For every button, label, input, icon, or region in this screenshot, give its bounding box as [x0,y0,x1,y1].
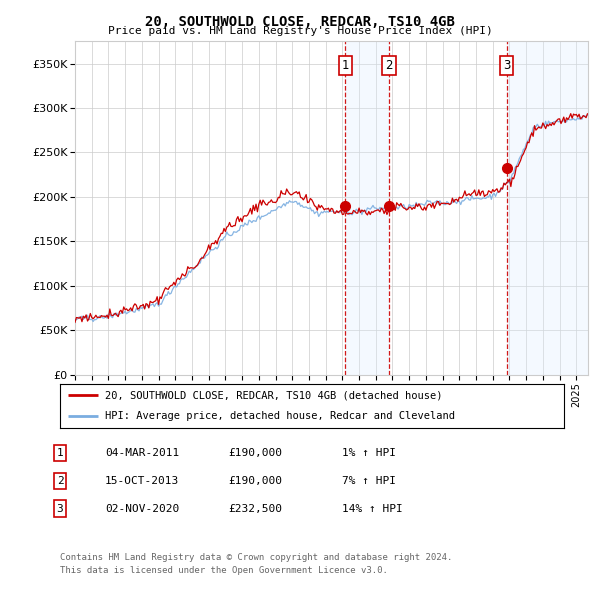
Bar [507,41,588,375]
Text: 1: 1 [341,59,349,72]
Text: 14% ↑ HPI: 14% ↑ HPI [342,504,403,513]
Text: £190,000: £190,000 [228,476,282,486]
Text: 04-MAR-2011: 04-MAR-2011 [105,448,179,458]
Text: 2: 2 [385,59,393,72]
Text: HPI: Average price, detached house, Redcar and Cleveland: HPI: Average price, detached house, Redc… [106,411,455,421]
Text: £190,000: £190,000 [228,448,282,458]
Text: 20, SOUTHWOLD CLOSE, REDCAR, TS10 4GB (detached house): 20, SOUTHWOLD CLOSE, REDCAR, TS10 4GB (d… [106,391,443,401]
Text: 02-NOV-2020: 02-NOV-2020 [105,504,179,513]
Text: 2: 2 [56,476,64,486]
Text: 15-OCT-2013: 15-OCT-2013 [105,476,179,486]
Text: 3: 3 [503,59,511,72]
Text: £232,500: £232,500 [228,504,282,513]
Text: This data is licensed under the Open Government Licence v3.0.: This data is licensed under the Open Gov… [60,566,388,575]
Text: 1: 1 [56,448,64,458]
Bar [345,41,389,375]
Text: 20, SOUTHWOLD CLOSE, REDCAR, TS10 4GB: 20, SOUTHWOLD CLOSE, REDCAR, TS10 4GB [145,15,455,30]
Text: Contains HM Land Registry data © Crown copyright and database right 2024.: Contains HM Land Registry data © Crown c… [60,553,452,562]
Text: Price paid vs. HM Land Registry's House Price Index (HPI): Price paid vs. HM Land Registry's House … [107,26,493,36]
Text: 3: 3 [56,504,64,513]
Text: 1% ↑ HPI: 1% ↑ HPI [342,448,396,458]
Text: 7% ↑ HPI: 7% ↑ HPI [342,476,396,486]
